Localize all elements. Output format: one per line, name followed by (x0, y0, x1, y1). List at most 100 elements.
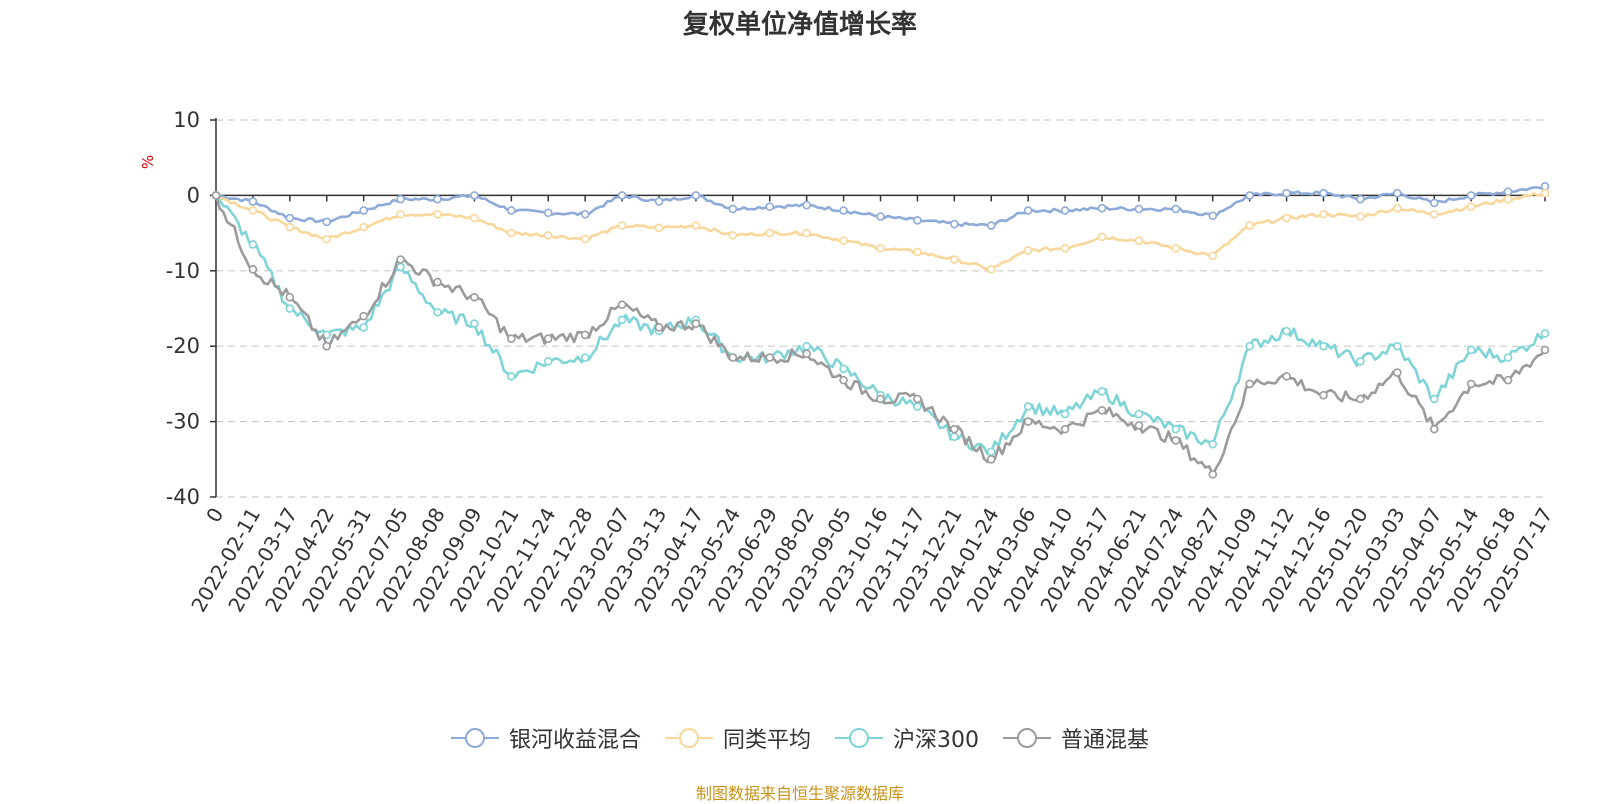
data-point[interactable] (913, 402, 922, 411)
data-point[interactable] (765, 353, 775, 362)
data-point[interactable] (1429, 209, 1439, 219)
data-point[interactable] (691, 319, 701, 328)
data-point[interactable] (248, 206, 258, 215)
data-point[interactable] (1023, 206, 1033, 215)
data-point[interactable] (1319, 341, 1328, 351)
data-point[interactable] (617, 300, 627, 310)
data-point[interactable] (1023, 417, 1033, 426)
data-point[interactable] (507, 372, 516, 381)
data-point[interactable] (1503, 187, 1513, 196)
data-point[interactable] (211, 191, 221, 200)
data-point[interactable] (950, 219, 959, 229)
data-point[interactable] (654, 223, 664, 233)
data-point[interactable] (359, 311, 368, 321)
data-point[interactable] (322, 341, 332, 351)
data-point[interactable] (543, 231, 553, 240)
data-point[interactable] (1356, 194, 1365, 204)
data-point[interactable] (654, 197, 664, 206)
data-point[interactable] (1097, 232, 1107, 242)
data-point[interactable] (1356, 356, 1365, 366)
data-point[interactable] (654, 323, 664, 332)
data-point[interactable] (285, 213, 295, 223)
data-point[interactable] (1466, 202, 1476, 212)
data-point[interactable] (359, 206, 368, 215)
data-point[interactable] (1466, 379, 1476, 389)
data-point[interactable] (839, 236, 848, 245)
data-point[interactable] (1282, 213, 1291, 223)
data-point[interactable] (396, 194, 405, 204)
data-point[interactable] (802, 341, 811, 351)
data-point[interactable] (802, 349, 811, 359)
data-point[interactable] (1245, 379, 1254, 389)
data-point[interactable] (322, 234, 332, 244)
data-point[interactable] (617, 315, 627, 325)
data-point[interactable] (433, 209, 442, 219)
data-point[interactable] (580, 234, 590, 244)
data-point[interactable] (1134, 409, 1144, 419)
data-point[interactable] (1245, 191, 1254, 200)
data-point[interactable] (470, 319, 479, 328)
data-point[interactable] (839, 206, 848, 215)
data-point[interactable] (1393, 341, 1402, 351)
data-point[interactable] (1503, 353, 1513, 362)
data-point[interactable] (396, 209, 405, 219)
data-point[interactable] (285, 292, 295, 302)
data-point[interactable] (1060, 424, 1070, 434)
data-point[interactable] (1097, 405, 1107, 415)
data-point[interactable] (543, 356, 553, 366)
data-point[interactable] (507, 334, 516, 343)
data-point[interactable] (913, 215, 922, 225)
data-point[interactable] (691, 191, 701, 200)
data-point[interactable] (433, 277, 442, 287)
legend-item-peer-average[interactable]: 同类平均 (664, 722, 811, 754)
data-point[interactable] (1540, 329, 1550, 338)
data-point[interactable] (839, 375, 848, 385)
data-point[interactable] (1503, 194, 1513, 204)
data-point[interactable] (1245, 341, 1254, 351)
data-point[interactable] (470, 191, 479, 200)
data-point[interactable] (1282, 188, 1291, 198)
data-point[interactable] (580, 209, 590, 219)
data-point[interactable] (1319, 188, 1328, 198)
data-point[interactable] (248, 240, 258, 249)
data-point[interactable] (396, 262, 405, 272)
data-point[interactable] (248, 264, 258, 274)
data-point[interactable] (1134, 236, 1144, 245)
data-point[interactable] (802, 228, 811, 238)
data-point[interactable] (1282, 372, 1291, 381)
legend-item-mixed-fund[interactable]: 普通混基 (1003, 722, 1149, 754)
data-point[interactable] (359, 222, 368, 232)
data-point[interactable] (359, 323, 368, 332)
data-point[interactable] (1134, 204, 1144, 214)
data-point[interactable] (1208, 439, 1218, 449)
data-point[interactable] (1393, 188, 1402, 198)
data-point[interactable] (839, 364, 848, 374)
data-point[interactable] (1171, 436, 1181, 445)
data-point[interactable] (396, 255, 405, 264)
data-point[interactable] (580, 330, 590, 340)
data-point[interactable] (1429, 198, 1439, 208)
data-point[interactable] (1356, 394, 1365, 404)
data-point[interactable] (1466, 345, 1476, 355)
data-point[interactable] (433, 194, 442, 204)
data-point[interactable] (507, 228, 516, 238)
data-point[interactable] (950, 255, 959, 264)
data-point[interactable] (802, 200, 811, 210)
data-point[interactable] (1171, 243, 1181, 253)
data-point[interactable] (285, 304, 295, 313)
data-point[interactable] (1319, 209, 1328, 219)
data-point[interactable] (1171, 424, 1181, 434)
data-point[interactable] (543, 208, 553, 218)
data-point[interactable] (470, 213, 479, 223)
data-point[interactable] (617, 191, 627, 200)
data-point[interactable] (1393, 368, 1402, 377)
data-point[interactable] (728, 204, 738, 214)
data-point[interactable] (1060, 409, 1070, 419)
data-point[interactable] (691, 221, 701, 230)
data-point[interactable] (876, 394, 885, 404)
data-point[interactable] (1060, 243, 1070, 253)
data-point[interactable] (1097, 387, 1107, 396)
data-point[interactable] (1540, 345, 1550, 355)
data-point[interactable] (950, 424, 959, 434)
data-point[interactable] (1097, 203, 1107, 213)
